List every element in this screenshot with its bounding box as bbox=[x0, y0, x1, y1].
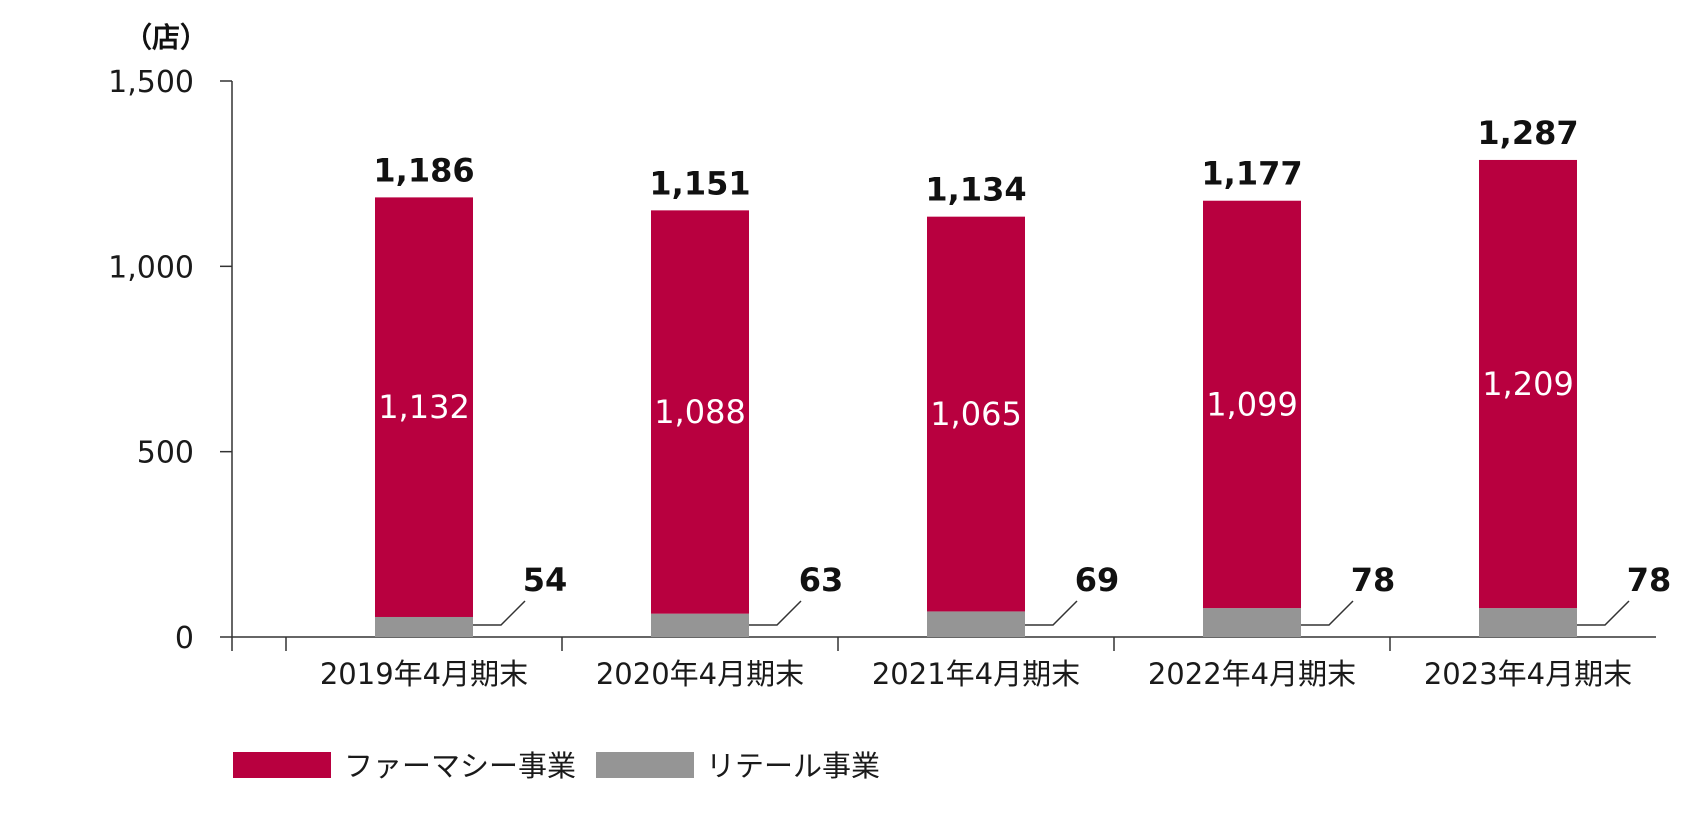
legend-label-retail: リテール事業 bbox=[706, 749, 880, 783]
y-tick-label: 0 bbox=[175, 621, 194, 656]
bar-pharmacy bbox=[375, 197, 473, 617]
bar-pharmacy bbox=[927, 216, 1025, 612]
bar-retail bbox=[375, 616, 473, 637]
total-label: 1,177 bbox=[1201, 155, 1302, 193]
bar-retail bbox=[927, 611, 1025, 637]
x-category-label: 2020年4月期末 bbox=[596, 657, 804, 691]
pharmacy-value-label: 1,132 bbox=[378, 388, 470, 426]
legend-label-pharmacy: ファーマシー事業 bbox=[344, 749, 576, 783]
y-axis-ticks: 0 500 1,000 1,500 bbox=[108, 65, 232, 656]
retail-leader-line bbox=[473, 600, 526, 626]
data-labels: 1,186 1,132 54 1,151 1,088 63 1,134 1,065 69 1,17… bbox=[373, 114, 1672, 626]
bar-pharmacy bbox=[1479, 159, 1577, 609]
legend-swatch-pharmacy bbox=[233, 752, 331, 778]
bar-retail bbox=[1203, 608, 1301, 637]
x-axis-labels: 2019年4月期末 2020年4月期末 2021年4月期末 2022年4月期末 2023… bbox=[320, 657, 1632, 691]
total-label: 1,134 bbox=[925, 171, 1026, 209]
y-axis-unit-label: （店） bbox=[124, 21, 208, 54]
bar-pharmacy bbox=[651, 210, 749, 614]
bar-pharmacy bbox=[1203, 200, 1301, 609]
retail-leader-line bbox=[1025, 600, 1078, 626]
total-label: 1,186 bbox=[373, 151, 474, 189]
pharmacy-value-label: 1,088 bbox=[654, 393, 746, 431]
y-tick-label: 1,500 bbox=[108, 65, 194, 100]
x-category-label: 2021年4月期末 bbox=[872, 657, 1080, 691]
x-category-label: 2019年4月期末 bbox=[320, 657, 528, 691]
legend-swatch-retail bbox=[596, 752, 694, 778]
retail-value-label: 78 bbox=[1627, 561, 1672, 599]
bar-retail bbox=[1479, 608, 1577, 637]
bar-series bbox=[375, 159, 1577, 637]
retail-leader-line bbox=[749, 600, 802, 626]
retail-value-label: 78 bbox=[1351, 561, 1396, 599]
retail-value-label: 69 bbox=[1075, 561, 1120, 599]
bar-retail bbox=[651, 613, 749, 637]
pharmacy-value-label: 1,209 bbox=[1482, 365, 1574, 403]
legend: ファーマシー事業 リテール事業 bbox=[233, 749, 880, 783]
retail-value-label: 63 bbox=[799, 561, 844, 599]
pharmacy-value-label: 1,099 bbox=[1206, 385, 1298, 423]
x-category-label: 2023年4月期末 bbox=[1424, 657, 1632, 691]
total-label: 1,151 bbox=[649, 164, 750, 202]
retail-leader-line bbox=[1301, 600, 1354, 626]
pharmacy-value-label: 1,065 bbox=[930, 395, 1022, 433]
total-label: 1,287 bbox=[1477, 114, 1578, 152]
y-tick-label: 500 bbox=[137, 436, 194, 471]
y-tick-label: 1,000 bbox=[108, 250, 194, 285]
retail-leader-line bbox=[1577, 600, 1630, 626]
retail-value-label: 54 bbox=[523, 561, 568, 599]
x-category-label: 2022年4月期末 bbox=[1148, 657, 1356, 691]
